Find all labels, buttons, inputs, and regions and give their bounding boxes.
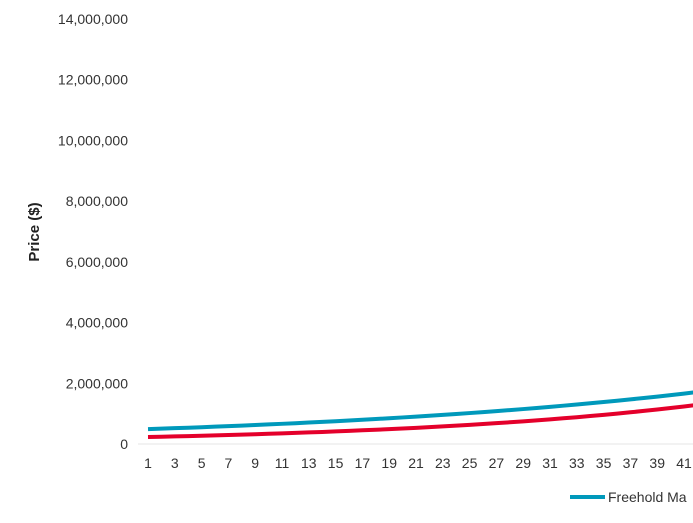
y-tick-label: 2,000,000 <box>66 375 128 391</box>
x-tick-label: 19 <box>381 455 397 471</box>
series-line-1 <box>147 390 693 432</box>
x-tick-label: 1 <box>144 455 152 471</box>
x-tick-label: 13 <box>301 455 317 471</box>
y-tick-label: 14,000,000 <box>58 11 128 27</box>
x-tick-label: 31 <box>542 455 558 471</box>
x-tick-label: 41 <box>676 455 692 471</box>
y-axis-label: Price ($) <box>26 202 43 261</box>
y-tick-label: 10,000,000 <box>58 132 128 148</box>
x-tick-label: 33 <box>569 455 585 471</box>
y-tick-label: 4,000,000 <box>66 315 128 331</box>
y-tick-label: 6,000,000 <box>66 254 128 270</box>
x-tick-label: 29 <box>515 455 531 471</box>
x-tick-label: 21 <box>408 455 424 471</box>
legend-label-series-1: Freehold Ma <box>608 489 687 505</box>
x-tick-label: 37 <box>623 455 639 471</box>
x-tick-label: 11 <box>275 455 290 471</box>
y-tick-label: 12,000,000 <box>58 72 128 88</box>
y-tick-label: 0 <box>120 436 128 452</box>
x-tick-label: 3 <box>171 455 179 471</box>
y-tick-label: 8,000,000 <box>66 193 128 209</box>
x-tick-label: 23 <box>435 455 451 471</box>
x-tick-label: 9 <box>251 455 259 471</box>
x-tick-label: 39 <box>649 455 665 471</box>
legend: Freehold Ma <box>570 489 687 505</box>
series-line-2 <box>147 403 693 440</box>
x-tick-label: 7 <box>225 455 233 471</box>
x-tick-label: 25 <box>462 455 478 471</box>
x-tick-label: 27 <box>489 455 505 471</box>
x-tick-label: 15 <box>328 455 344 471</box>
x-tick-label: 5 <box>198 455 206 471</box>
x-tick-label: 35 <box>596 455 612 471</box>
x-tick-label: 17 <box>355 455 371 471</box>
